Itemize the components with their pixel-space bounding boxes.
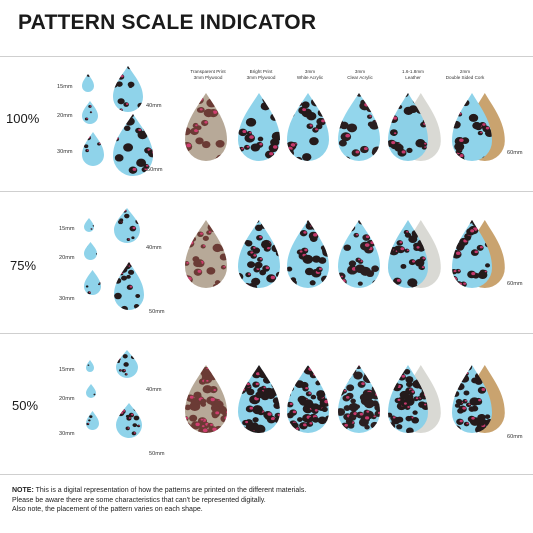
- pattern-drop-sample: [185, 220, 227, 288]
- material-line2: Clear Acrylic: [347, 74, 373, 80]
- pattern-drop-sample: [116, 350, 138, 378]
- divider: [0, 191, 533, 192]
- pattern-drop-sample: [287, 365, 329, 433]
- pattern-drop-sample: [388, 220, 441, 288]
- size-label: 60mm: [507, 281, 523, 287]
- pattern-drop-sample: [238, 365, 280, 433]
- material-line1: 1.6-1.8mm: [402, 69, 424, 74]
- divider: [0, 333, 533, 334]
- size-label: 30mm: [59, 431, 75, 437]
- size-label: 30mm: [57, 149, 73, 155]
- material-line2: 3mm Plywood: [193, 74, 223, 80]
- pattern-drop-sample: [113, 66, 143, 112]
- material-label: Transparent Print 3mm Plywood: [180, 69, 236, 80]
- note-block: NOTE: This is a digital representation o…: [12, 486, 517, 515]
- material-line1: 3mm: [354, 69, 366, 74]
- pattern-drop-sample: [238, 93, 280, 161]
- material-line1: 2mm: [459, 69, 471, 74]
- pattern-drop-sample: [338, 365, 380, 433]
- material-line1: 3mm: [304, 69, 316, 74]
- size-label: 40mm: [146, 387, 162, 393]
- divider: [0, 56, 533, 57]
- pattern-drop-sample: [287, 93, 329, 161]
- pattern-drop-sample: [287, 220, 329, 288]
- size-label: 50mm: [149, 309, 165, 315]
- pattern-drop-sample: [388, 365, 441, 433]
- size-label: 40mm: [146, 103, 162, 109]
- note-label: NOTE:: [12, 487, 34, 494]
- material-line2: Leather: [405, 74, 421, 80]
- size-label: 20mm: [59, 396, 75, 402]
- pattern-drop-sample: [238, 220, 280, 288]
- material-label: 3mm White Acrylic: [282, 69, 338, 80]
- note-line: Also note, the placement of the pattern …: [12, 506, 203, 514]
- pattern-drop-sample: [452, 220, 505, 288]
- pattern-drop-sample: [84, 242, 97, 260]
- size-label: 50mm: [149, 451, 165, 457]
- size-label: 30mm: [59, 296, 75, 302]
- pattern-drop-sample: [388, 93, 441, 161]
- scale-label: 50%: [12, 398, 39, 413]
- size-label: 50mm: [147, 167, 163, 173]
- size-label: 60mm: [507, 150, 523, 156]
- scale-label: 100%: [6, 111, 40, 126]
- pattern-drop-sample: [338, 220, 380, 288]
- material-line1: Transparent Print: [190, 69, 226, 74]
- note-line: This is a digital representation of how …: [33, 487, 307, 494]
- pattern-drop-sample: [116, 403, 142, 438]
- size-label: 60mm: [507, 434, 523, 440]
- pattern-drop-sample: [86, 411, 99, 430]
- size-label: 20mm: [57, 113, 73, 119]
- pattern-drop-sample: [452, 93, 505, 161]
- note-line: Please be aware there are some character…: [12, 496, 266, 504]
- pattern-drop-sample: [185, 365, 227, 433]
- size-label: 15mm: [59, 367, 75, 373]
- size-label: 15mm: [59, 226, 75, 232]
- size-label: 15mm: [57, 84, 73, 90]
- pattern-drop-sample: [82, 101, 98, 124]
- pattern-drop-sample: [452, 365, 505, 433]
- material-label: 1.6-1.8mm Leather: [385, 69, 441, 80]
- material-label: 3mm Clear Acrylic: [332, 69, 388, 80]
- pattern-drop-sample: [114, 262, 144, 310]
- pattern-drop-sample: [84, 218, 94, 232]
- material-line2: White Acrylic: [296, 74, 324, 80]
- pattern-drop-sample: [113, 114, 153, 176]
- pattern-drop-sample: [338, 93, 380, 161]
- size-label: 20mm: [59, 255, 75, 261]
- divider: [0, 474, 533, 475]
- pattern-drop-sample: [185, 93, 227, 161]
- pattern-drop-sample: [86, 384, 96, 398]
- pattern-drop-sample: [82, 74, 94, 92]
- material-label: Bright Print 3mm Plywood: [233, 69, 289, 80]
- scale-label: 75%: [10, 258, 37, 273]
- pattern-drop-sample: [86, 360, 94, 372]
- pattern-drop-sample: [84, 270, 101, 295]
- pattern-drop-sample: [82, 132, 104, 166]
- pattern-drop-sample: [114, 208, 140, 243]
- material-line1: Bright Print: [249, 69, 273, 74]
- material-line2: 3mm Plywood: [246, 74, 276, 80]
- material-line2: Double Sided Cork: [445, 74, 485, 80]
- material-label: 2mm Double Sided Cork: [437, 69, 493, 80]
- size-label: 40mm: [146, 245, 162, 251]
- page-title: PATTERN SCALE INDICATOR: [18, 11, 317, 34]
